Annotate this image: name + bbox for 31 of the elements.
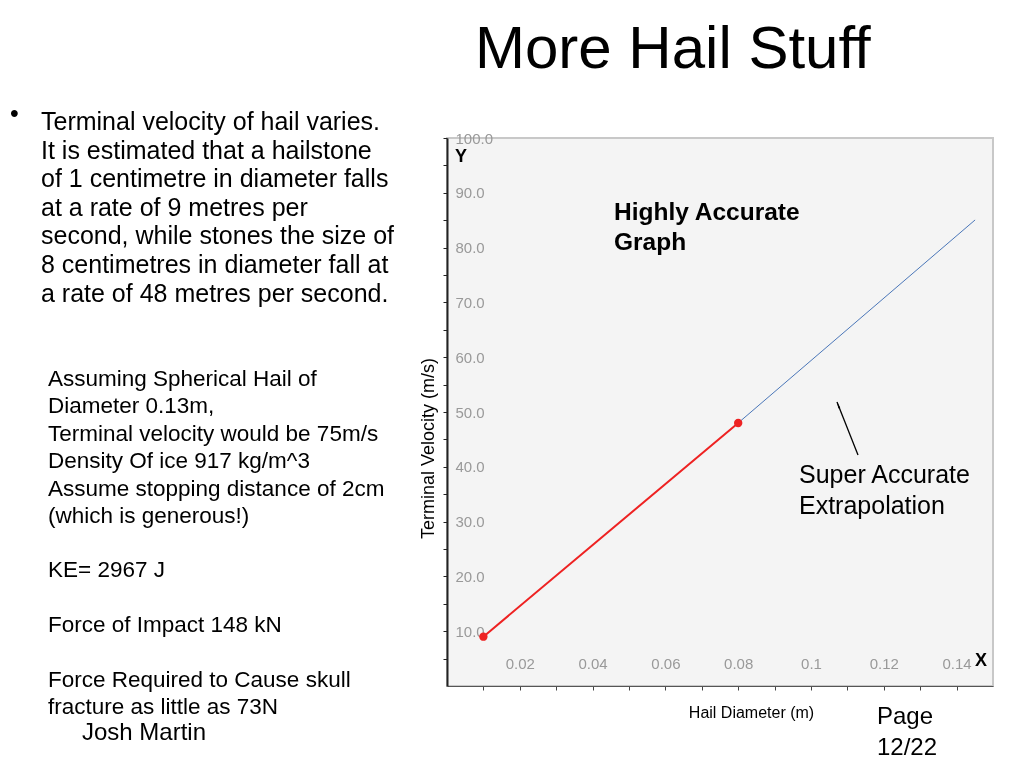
- text: Josh Martin: [82, 718, 207, 745]
- y-tick-label: 100.0: [455, 129, 494, 147]
- y-tick-label: 70.0: [455, 293, 485, 311]
- y-tick-label: 60.0: [455, 348, 485, 366]
- text: •: [10, 99, 19, 127]
- text: Page 12/22: [877, 702, 938, 760]
- y-tick-label: 40.0: [455, 458, 485, 476]
- y-axis-title: Terminal Velocity (m/s): [417, 357, 438, 540]
- y-tick-label: 90.0: [455, 184, 485, 202]
- x-tick-label: 0.04: [578, 654, 608, 672]
- y-tick-label: 30.0: [455, 513, 485, 531]
- text: Assuming Spherical Hail of Diameter 0.13m, Terminal velocity would be 75m/s Density Of ice 917 kg/m^3 Assume stopping distance of 2cm (which is generous!): [48, 366, 385, 528]
- y-tick-label: 80.0: [455, 239, 485, 257]
- annotation: X: [975, 650, 988, 670]
- y-tick-label: 50.0: [455, 403, 485, 421]
- x-tick-label: 0.06: [651, 654, 681, 672]
- text: KE= 2967 J: [48, 557, 165, 582]
- x-axis-title: Hail Diameter (m): [688, 703, 815, 721]
- text: Terminal velocity of hail varies. It is estimated that a hailstone of 1 centimetre in diameter falls at a rate of 9 metres per second, while stones the size of 8 centimetres in diameter fall at a rate of 48 metres per second.: [41, 107, 395, 307]
- annotation: Y: [455, 146, 468, 166]
- x-tick-label: 0.1: [801, 654, 822, 672]
- annotation: Super Accurate Extrapolation: [799, 460, 970, 519]
- chart-title: More Hail Stuff: [475, 14, 872, 81]
- x-tick-label: 0.12: [869, 654, 899, 672]
- x-tick-label: 0.02: [505, 654, 535, 672]
- y-tick-label: 20.0: [455, 567, 485, 585]
- x-tick-label: 0.08: [724, 654, 754, 672]
- x-tick-label: 0.14: [942, 654, 972, 672]
- annotation: Highly Accurate Graph: [614, 198, 800, 255]
- text: Force Required to Cause skull fracture as little as 73N: [48, 667, 351, 719]
- text: Force of Impact 148 kN: [48, 612, 282, 637]
